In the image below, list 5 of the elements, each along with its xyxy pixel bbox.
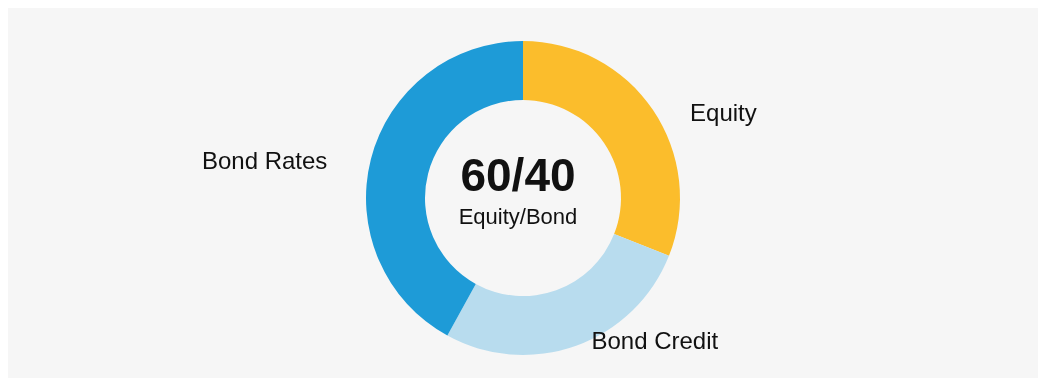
text: Equity/Bond (457, 203, 579, 231)
slice-label: Equity (690, 99, 757, 127)
slice-label: Bond Credit (591, 327, 719, 355)
slice-label: Bond Rates (201, 146, 328, 174)
text: 60/40 (459, 148, 577, 202)
